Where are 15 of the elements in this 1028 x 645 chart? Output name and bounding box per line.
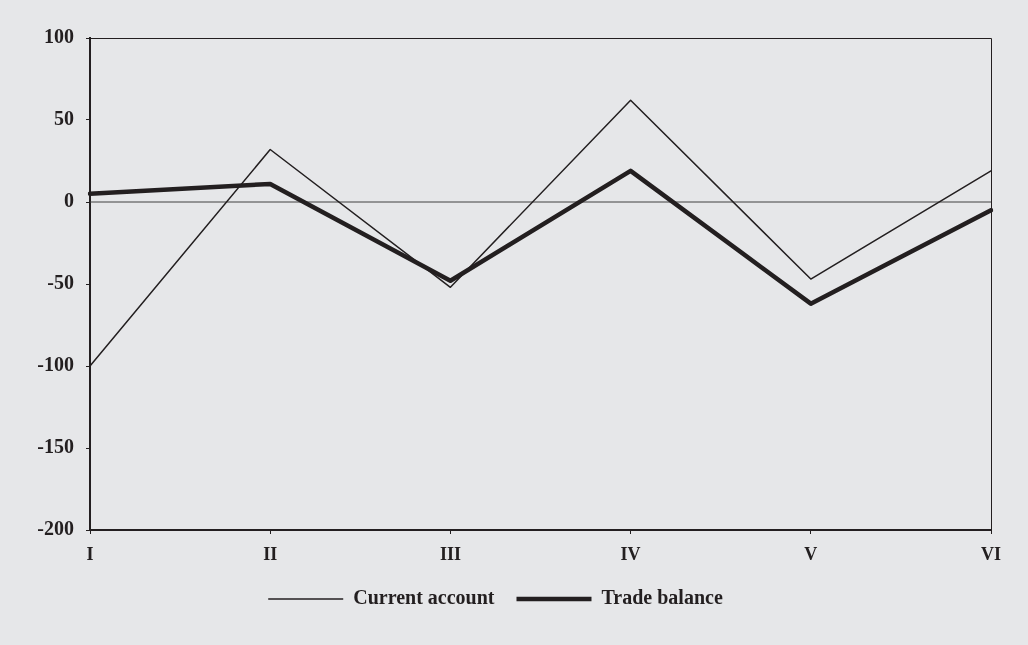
y-tick-label: -100	[37, 353, 74, 376]
legend-label: Current account	[353, 586, 495, 609]
x-tick-label: III	[439, 544, 461, 565]
y-tick-label: -150	[37, 435, 74, 458]
x-tick-label: I	[86, 544, 94, 565]
x-tick-label: V	[804, 544, 818, 565]
legend-label: Trade balance	[601, 586, 723, 609]
y-tick-label: 50	[54, 107, 74, 130]
y-tick-label: -50	[47, 271, 74, 294]
x-tick-label: II	[263, 544, 278, 565]
x-tick-label: IV	[620, 544, 641, 565]
x-tick-label: VI	[980, 544, 1002, 565]
y-tick-label: 0	[64, 189, 74, 212]
y-tick-label: -200	[37, 517, 74, 540]
y-tick-label: 100	[44, 25, 74, 48]
